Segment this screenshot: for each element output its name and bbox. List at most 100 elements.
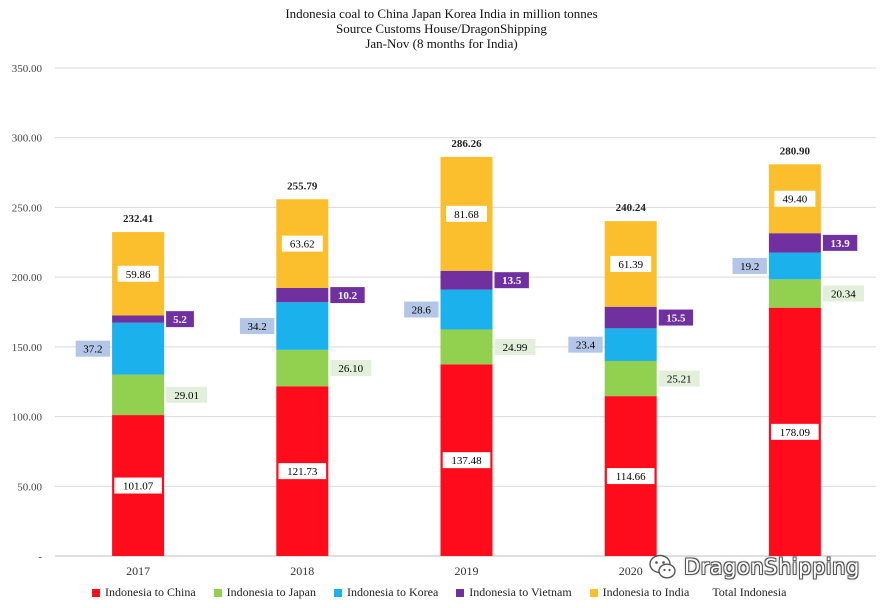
data-label-box bbox=[446, 205, 487, 222]
bar-segment bbox=[768, 252, 821, 280]
data-label-box bbox=[732, 257, 767, 274]
data-label: 15.5 bbox=[666, 313, 686, 325]
data-label: 121.73 bbox=[287, 466, 318, 478]
x-tick-label: 2017 bbox=[126, 564, 150, 578]
data-label: 101.07 bbox=[123, 481, 154, 493]
legend-swatch bbox=[213, 588, 222, 597]
data-label-box bbox=[404, 301, 439, 318]
y-tick-label: 50.00 bbox=[17, 481, 42, 493]
bar-segment bbox=[768, 279, 821, 308]
bar-segment bbox=[112, 322, 165, 375]
data-label: 26.10 bbox=[338, 363, 363, 375]
bar-segment bbox=[604, 360, 657, 397]
y-tick-label: - bbox=[38, 551, 42, 563]
bar-segment bbox=[440, 329, 493, 365]
legend-label: Indonesia to Japan bbox=[226, 585, 316, 599]
data-label-box bbox=[166, 386, 208, 403]
y-tick-label: 250.00 bbox=[12, 202, 43, 214]
data-label: 61.39 bbox=[618, 259, 643, 271]
data-label: 49.40 bbox=[783, 194, 808, 206]
data-label: 20.34 bbox=[831, 289, 856, 301]
data-label: 114.66 bbox=[616, 471, 646, 483]
title-line-1: Indonesia coal to China Japan Korea Indi… bbox=[285, 6, 598, 21]
chart-title: Indonesia coal to China Japan Korea Indi… bbox=[0, 6, 883, 51]
data-labels: 101.07 29.01 37.2 5.2 59.86 232.41 121.73 26.10… bbox=[75, 138, 864, 494]
data-label: 25.21 bbox=[667, 374, 692, 386]
legend-label: Total Indonesia bbox=[712, 585, 787, 599]
y-tick-label: 100.00 bbox=[12, 412, 43, 424]
bar-segment bbox=[440, 270, 493, 290]
data-label-box bbox=[75, 340, 111, 357]
legend-item: Indonesia to Korea bbox=[333, 585, 439, 600]
data-label-box bbox=[610, 255, 652, 272]
data-label-box bbox=[494, 338, 536, 355]
total-label: 255.79 bbox=[287, 180, 318, 192]
data-label: 19.2 bbox=[740, 261, 759, 273]
bar-segment bbox=[440, 289, 493, 330]
legend-item: Indonesia to India bbox=[589, 585, 690, 600]
total-label: 240.24 bbox=[616, 202, 647, 214]
data-label-box bbox=[606, 468, 655, 485]
x-tick-label: 2019 bbox=[455, 564, 479, 578]
legend-item: Total Indonesia bbox=[707, 585, 786, 600]
bar-segment bbox=[276, 302, 329, 350]
legend-item: Indonesia to Japan bbox=[213, 585, 316, 600]
data-label-box bbox=[330, 287, 365, 304]
data-label-box bbox=[278, 463, 327, 480]
title-line-3: Jan-Nov (8 months for India) bbox=[365, 36, 518, 51]
data-label-box bbox=[166, 311, 194, 328]
x-axis: 2017 2018 2019 2020 bbox=[126, 564, 643, 578]
legend-swatch bbox=[333, 588, 342, 597]
y-axis: - 50.00 100.00 150.00 200.00 250.00 300.00 350.… bbox=[12, 63, 43, 563]
data-label-box bbox=[330, 360, 372, 377]
bar-segment bbox=[276, 287, 329, 303]
total-label: 280.90 bbox=[780, 145, 811, 157]
data-label-box bbox=[568, 336, 603, 353]
bar-segment bbox=[604, 328, 657, 361]
legend-item: Indonesia to China bbox=[92, 585, 196, 600]
y-tick-label: 300.00 bbox=[12, 133, 43, 145]
x-tick-label: 2020 bbox=[619, 564, 643, 578]
data-label: 10.2 bbox=[338, 290, 358, 302]
data-label-box bbox=[771, 423, 819, 440]
legend-label: Indonesia to China bbox=[105, 585, 196, 599]
y-tick-label: 200.00 bbox=[12, 272, 43, 284]
title-line-2: Source Customs House/DragonShipping bbox=[336, 21, 547, 36]
data-label-box bbox=[822, 234, 858, 251]
legend-label: Indonesia to Korea bbox=[346, 585, 439, 599]
legend-swatch bbox=[456, 588, 465, 597]
data-label-box bbox=[658, 370, 700, 387]
wechat-icon bbox=[649, 554, 676, 579]
data-label: 24.99 bbox=[503, 342, 528, 354]
data-label-box bbox=[774, 190, 816, 207]
total-label: 232.41 bbox=[123, 213, 153, 225]
data-label-box bbox=[117, 265, 159, 282]
bar-segment bbox=[276, 349, 329, 387]
data-label: 13.9 bbox=[830, 238, 850, 250]
legend-item: Indonesia to Vietnam bbox=[456, 585, 572, 600]
data-label: 37.2 bbox=[83, 344, 102, 356]
data-label: 59.86 bbox=[126, 269, 151, 281]
y-tick-label: 350.00 bbox=[12, 63, 43, 75]
data-label-box bbox=[494, 272, 529, 289]
data-label: 137.48 bbox=[451, 455, 482, 467]
legend-swatch bbox=[92, 588, 100, 597]
legend-label: Indonesia to Vietnam bbox=[469, 585, 572, 599]
legend-label: Indonesia to India bbox=[602, 585, 690, 599]
bar-segment bbox=[112, 374, 165, 416]
bar-segment bbox=[604, 306, 657, 329]
data-label: 13.5 bbox=[502, 275, 522, 287]
data-label-box bbox=[658, 309, 694, 326]
bar-segment bbox=[768, 233, 821, 253]
data-label: 34.2 bbox=[247, 321, 266, 333]
data-label-box bbox=[114, 477, 162, 494]
data-label-box bbox=[281, 235, 323, 252]
data-label: 63.62 bbox=[290, 239, 315, 251]
x-tick-label: 2018 bbox=[290, 564, 314, 578]
data-label: 178.09 bbox=[780, 427, 811, 439]
data-label: 81.68 bbox=[454, 209, 479, 221]
data-label: 28.6 bbox=[412, 305, 432, 317]
bar-segment bbox=[112, 315, 165, 323]
legend-swatch bbox=[589, 588, 598, 597]
